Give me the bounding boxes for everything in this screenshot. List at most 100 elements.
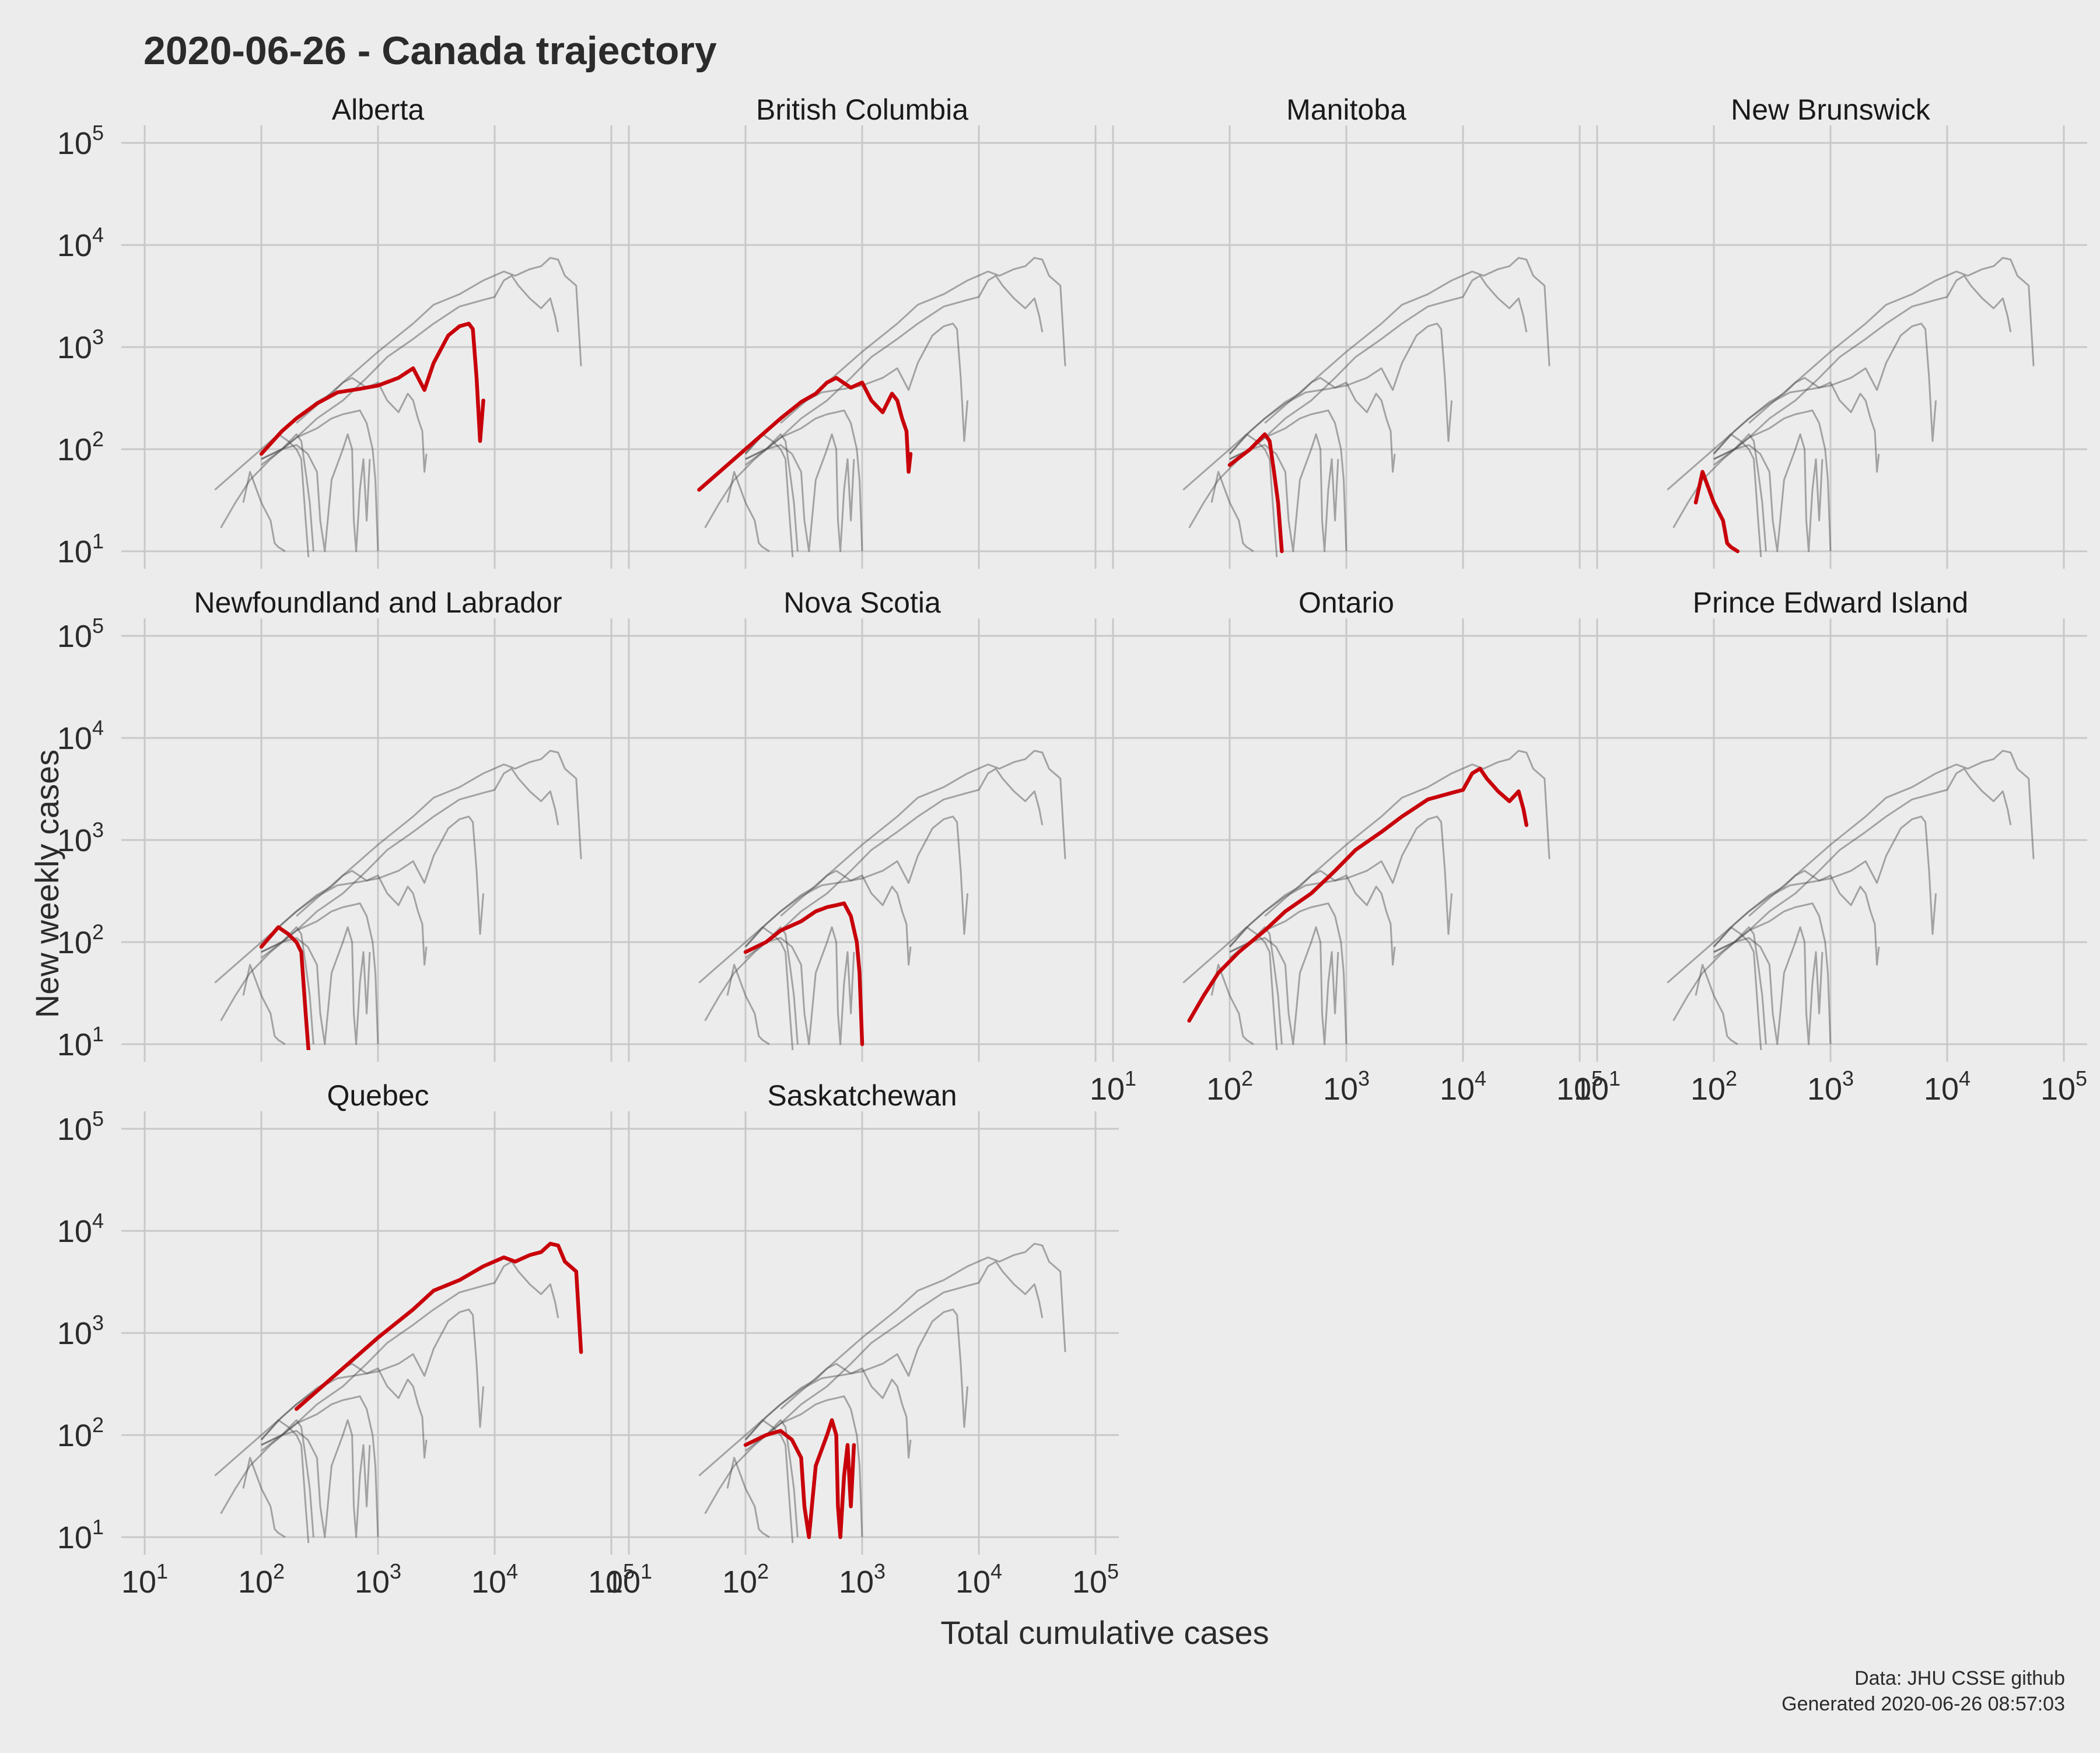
highlight-line-alberta (259, 321, 485, 456)
x-axis-label: Total cumulative cases (940, 1614, 1269, 1651)
context-line-manitoba (261, 433, 314, 552)
x-tick-label: 105 (1072, 1559, 1119, 1600)
context-line-british-columbia (1182, 377, 1396, 491)
panel-ontario: Ontario 101 102 103 104 105 (1090, 586, 1603, 1107)
y-tick-label: 102 (57, 427, 104, 467)
panel-lines (1667, 257, 2035, 557)
panel-lines (1182, 750, 1550, 1050)
context-line-new-brunswick (726, 471, 770, 552)
context-line-nova-scotia (745, 1395, 863, 1538)
x-tick-label: 103 (355, 1559, 401, 1600)
panel-lines (214, 750, 582, 1050)
y-tick-label: 105 (57, 614, 104, 654)
panel-title-alberta: Alberta (332, 93, 425, 126)
context-line-nova-scotia (261, 902, 379, 1045)
context-line-british-columbia (214, 1363, 428, 1476)
x-tick-label: 104 (1924, 1066, 1971, 1107)
context-line-saskatchewan (745, 926, 855, 1045)
context-line-ontario (1672, 768, 2012, 1021)
context-line-newfoundland-and-labrador (744, 926, 794, 1050)
highlight-line-quebec (294, 1241, 583, 1411)
context-line-new-brunswick (726, 1457, 770, 1538)
panel-title-new-brunswick: New Brunswick (1731, 93, 1931, 126)
x-tick-label: 102 (1690, 1066, 1737, 1107)
context-line-new-brunswick (1210, 964, 1254, 1045)
x-tick-label: 103 (839, 1559, 886, 1600)
context-line-alberta (260, 816, 485, 948)
y-tick-label: 101 (57, 1515, 104, 1555)
context-line-quebec (1264, 257, 1550, 424)
panel-british-columbia: British Columbia (606, 93, 1119, 569)
context-line-alberta (1228, 816, 1453, 948)
context-line-new-brunswick (726, 964, 770, 1045)
context-line-quebec (296, 750, 582, 917)
panel-quebec: Quebec 101 102 103 104 105 101 102 103 104 105 (57, 1079, 635, 1600)
context-line-british-columbia (1182, 870, 1396, 984)
context-line-newfoundland-and-labrador (1713, 926, 1762, 1050)
x-tick-label: 105 (588, 1559, 635, 1600)
context-line-saskatchewan (1713, 926, 1824, 1045)
context-line-alberta (1713, 323, 1937, 455)
context-line-ontario (220, 1261, 559, 1514)
context-line-nova-scotia (1713, 902, 1832, 1045)
y-tick-label: 102 (57, 1413, 104, 1453)
context-line-nova-scotia (1713, 410, 1832, 552)
context-line-alberta (744, 816, 969, 948)
context-line-british-columbia (1667, 870, 1880, 984)
context-line-new-brunswick (242, 471, 286, 552)
context-line-ontario (220, 768, 559, 1021)
context-line-british-columbia (214, 377, 428, 491)
context-line-manitoba (1713, 433, 1767, 552)
context-line-nova-scotia (1229, 410, 1348, 552)
highlight-line-newfoundland-and-labrador (259, 925, 311, 1050)
context-line-nova-scotia (745, 410, 863, 552)
context-line-manitoba (261, 1419, 314, 1538)
context-line-alberta (1228, 323, 1453, 455)
context-line-new-brunswick (242, 1457, 286, 1538)
context-line-saskatchewan (261, 1419, 371, 1538)
context-line-ontario (1672, 275, 2012, 529)
context-line-quebec (296, 257, 582, 424)
context-line-ontario (220, 275, 559, 529)
caption-source: Data: JHU CSSE github (1854, 1667, 2065, 1689)
caption-generated: Generated 2020-06-26 08:57:03 (1782, 1693, 2065, 1715)
panel-manitoba: Manitoba (1090, 93, 1603, 569)
panel-title-manitoba: Manitoba (1286, 93, 1406, 126)
context-line-newfoundland-and-labrador (1713, 433, 1762, 557)
y-tick-label: 103 (57, 818, 104, 858)
context-line-manitoba (261, 926, 314, 1045)
context-line-saskatchewan (261, 926, 371, 1045)
context-line-alberta (744, 323, 969, 455)
y-tick-label: 101 (57, 1022, 104, 1062)
context-line-ontario (704, 275, 1044, 529)
x-tick-label: 105 (1556, 1066, 1603, 1107)
panel-newfoundland-and-labrador: Newfoundland and Labrador 101 102 103 104 105 (57, 586, 635, 1062)
panel-lines (214, 1241, 583, 1543)
context-line-new-brunswick (1210, 471, 1254, 552)
x-tick-label: 103 (1323, 1066, 1370, 1107)
panel-title-nova-scotia: Nova Scotia (783, 586, 941, 619)
x-tick-label: 101 (606, 1559, 652, 1600)
x-tick-label: 102 (238, 1559, 285, 1600)
panels-group: Alberta 101 102 103 104 105 British Columbia Ma… (57, 93, 2087, 1600)
y-tick-label: 103 (57, 1311, 104, 1351)
y-tick-label: 104 (57, 223, 104, 263)
y-tick-label: 102 (57, 920, 104, 960)
x-tick-label: 105 (2041, 1066, 2087, 1107)
context-line-saskatchewan (745, 433, 855, 552)
panel-lines (698, 1243, 1066, 1543)
x-tick-label: 104 (471, 1559, 518, 1600)
context-line-nova-scotia (261, 410, 379, 552)
x-tick-label: 104 (1440, 1066, 1486, 1107)
context-line-manitoba (1713, 926, 1767, 1045)
panel-new-brunswick: New Brunswick (1574, 93, 2087, 569)
context-line-quebec (780, 1243, 1066, 1410)
y-axis-label: New weekly cases (29, 750, 65, 1019)
highlight-line-nova-scotia (743, 901, 864, 1047)
context-line-new-brunswick (242, 964, 286, 1045)
context-line-saskatchewan (1713, 433, 1824, 552)
panel-title-british-columbia: British Columbia (756, 93, 968, 126)
context-line-alberta (744, 1308, 969, 1441)
